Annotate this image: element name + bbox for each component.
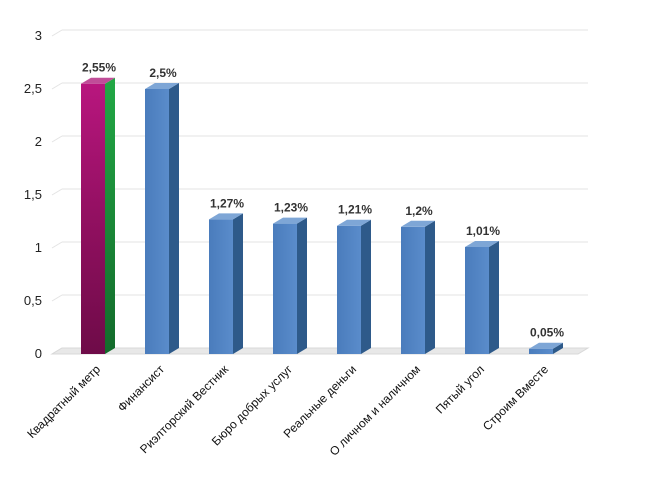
data-label: 2,5% <box>149 66 177 80</box>
bar-top <box>529 342 563 349</box>
data-label: 1,23% <box>274 201 308 215</box>
category-label: Квадратный метр <box>24 362 103 441</box>
data-label: 1,27% <box>210 196 244 210</box>
bar-front <box>337 225 361 354</box>
y-tick-label: 2,5 <box>24 81 42 96</box>
data-labels: 2,55% 2,5% 1,27% 1,23% 1,21% 1,2% 1,01% 0,05% <box>82 61 564 340</box>
bar-side <box>361 219 371 354</box>
bar-side <box>425 220 435 354</box>
bar-front <box>273 223 297 354</box>
gridlines <box>51 29 588 355</box>
bar <box>529 342 563 354</box>
data-label: 1,2% <box>405 204 433 218</box>
bar-front <box>529 348 553 354</box>
bar-front <box>401 226 425 354</box>
gridline-side <box>51 294 63 302</box>
bar-side <box>169 83 179 354</box>
bars <box>81 77 563 354</box>
bar <box>273 217 307 354</box>
bar <box>209 213 243 354</box>
category-label: Финансист <box>115 362 168 415</box>
y-tick-label: 1 <box>35 240 42 255</box>
bar-side <box>233 213 243 354</box>
bar-side <box>297 217 307 354</box>
data-label: 1,01% <box>466 224 500 238</box>
data-label: 1,21% <box>338 203 372 217</box>
chart-floor <box>50 347 590 355</box>
bar-side <box>553 342 563 354</box>
bar <box>465 240 499 354</box>
category-label: Пятый угол <box>433 362 487 416</box>
data-label: 0,05% <box>530 326 564 340</box>
bar-top <box>81 77 115 84</box>
bar-side <box>489 240 499 354</box>
data-label: 2,55% <box>82 61 116 75</box>
bar-top <box>465 240 499 247</box>
gridline-side <box>51 29 63 37</box>
category-label: Строим Вместе <box>480 362 551 433</box>
bar-side <box>105 77 115 354</box>
bar-top <box>145 83 179 89</box>
bar <box>401 220 435 354</box>
bar-top <box>337 219 371 226</box>
y-tick-label: 1,5 <box>24 187 42 202</box>
bar <box>81 77 115 354</box>
gridline-side <box>51 135 63 143</box>
gridline-side <box>51 82 63 90</box>
bar-front <box>465 246 489 354</box>
bar-top <box>273 217 307 224</box>
bar <box>145 83 179 354</box>
bar-top <box>401 220 435 227</box>
y-tick-label: 0,5 <box>24 293 42 308</box>
bar-top <box>209 213 243 220</box>
y-tick-label: 0 <box>35 346 42 361</box>
gridline-side <box>51 241 63 249</box>
bar <box>337 219 371 354</box>
bar-front <box>145 89 169 354</box>
bar-front <box>81 83 105 354</box>
bar-front <box>209 219 233 354</box>
gridline-side <box>51 188 63 196</box>
floor-plane <box>50 347 590 355</box>
y-axis: 0 0,5 1 1,5 2 2,5 3 <box>24 28 42 361</box>
y-tick-label: 3 <box>35 28 42 43</box>
y-tick-label: 2 <box>35 134 42 149</box>
